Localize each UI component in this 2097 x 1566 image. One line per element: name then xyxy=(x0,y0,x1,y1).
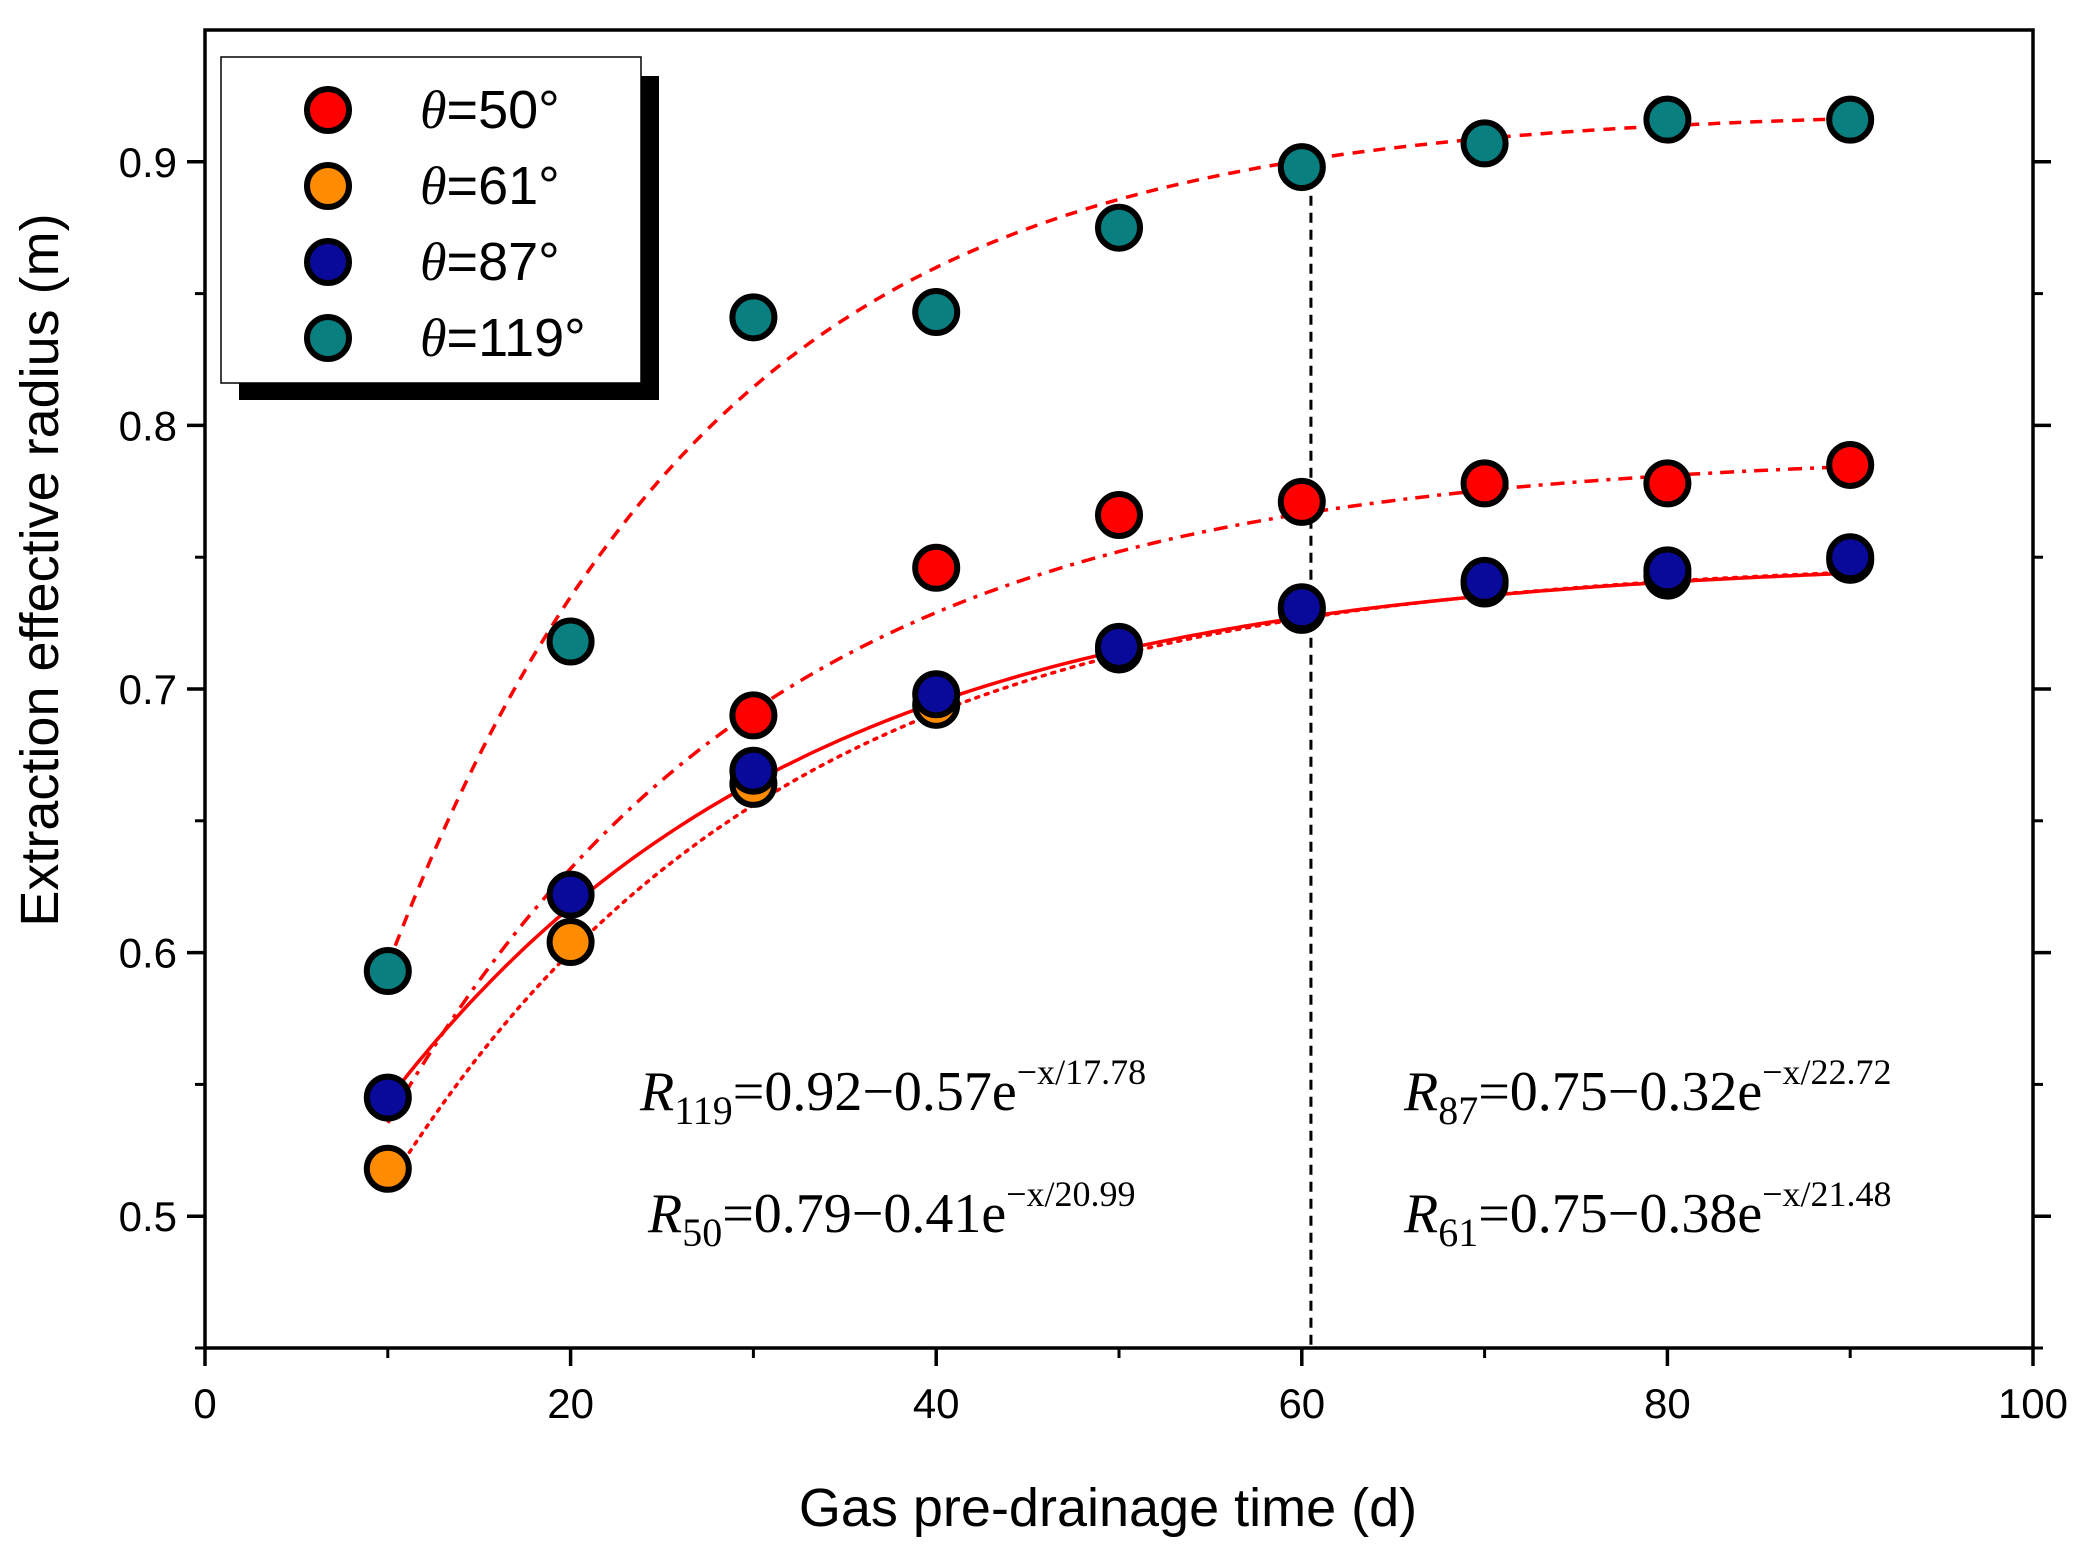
x-tick-label: 40 xyxy=(913,1380,960,1427)
data-point xyxy=(363,1073,412,1122)
data-point xyxy=(1643,459,1692,508)
legend-marker xyxy=(304,314,352,362)
data-point xyxy=(729,293,778,342)
y-tick-label: 0.7 xyxy=(119,666,177,713)
legend-box xyxy=(220,56,642,384)
data-points xyxy=(363,95,1875,1193)
x-axis-ticks: 0 20 40 60 80 100 xyxy=(193,1348,2068,1427)
y-tick-label: 0.6 xyxy=(119,930,177,977)
data-point xyxy=(1095,622,1143,671)
fit-equation: R87=0.75−0.32e−x/22.72 xyxy=(1403,1052,1892,1133)
legend-label: θ=61° xyxy=(420,156,560,216)
data-point xyxy=(1277,477,1326,526)
y-tick-label: 0.9 xyxy=(119,139,177,186)
x-tick-label: 20 xyxy=(547,1380,594,1427)
legend: θ=50° θ=61° θ=87° θ=119° xyxy=(220,56,659,400)
y-axis-label: Extraction effective radius (m) xyxy=(10,213,70,926)
y-tick-label: 0.5 xyxy=(119,1193,177,1240)
data-point xyxy=(1826,533,1875,582)
data-point xyxy=(546,918,595,967)
fit-curve xyxy=(386,116,1851,966)
x-tick-label: 100 xyxy=(1998,1380,2068,1427)
legend-items: θ=50° θ=61° θ=87° θ=119° xyxy=(304,80,586,368)
legend-marker xyxy=(304,238,352,286)
data-point xyxy=(1460,459,1509,508)
fit-equation: R119=0.92−0.57e−x/17.78 xyxy=(639,1052,1146,1133)
data-point xyxy=(1643,95,1692,144)
data-point xyxy=(912,670,961,719)
x-axis-label: Gas pre-drainage time (d) xyxy=(799,1478,1417,1538)
data-point xyxy=(1643,546,1692,595)
data-point xyxy=(1277,583,1326,632)
data-point xyxy=(1826,440,1875,489)
legend-marker xyxy=(304,86,352,134)
data-point xyxy=(729,691,778,740)
fit-equation: R50=0.79−0.41e−x/20.99 xyxy=(647,1174,1136,1255)
legend-label: θ=119° xyxy=(420,308,586,368)
data-point xyxy=(729,746,778,795)
legend-label: θ=50° xyxy=(420,80,560,140)
fit-equation: R61=0.75−0.38e−x/21.48 xyxy=(1403,1174,1892,1255)
y-tick-label: 0.8 xyxy=(119,402,177,449)
data-point xyxy=(1826,95,1875,144)
data-point xyxy=(1095,203,1143,252)
legend-marker xyxy=(304,162,352,210)
fit-curve xyxy=(386,464,1851,1124)
data-point xyxy=(546,617,595,666)
x-tick-label: 80 xyxy=(1644,1380,1691,1427)
x-tick-label: 60 xyxy=(1278,1380,1325,1427)
fit-equations: R119=0.92−0.57e−x/17.78 R50=0.79−0.41e−x/… xyxy=(639,1052,1892,1255)
data-point xyxy=(1277,143,1326,192)
data-point xyxy=(546,870,595,919)
y-axis-ticks: 0.5 0.6 0.7 0.8 0.9 xyxy=(119,139,2051,1350)
data-point xyxy=(912,543,961,592)
data-point xyxy=(1460,119,1509,168)
legend-label: θ=87° xyxy=(420,232,560,292)
x-tick-label: 0 xyxy=(193,1380,216,1427)
data-point xyxy=(912,288,961,337)
data-point xyxy=(1460,556,1509,605)
data-point xyxy=(1095,491,1143,540)
data-point xyxy=(363,947,412,996)
data-point xyxy=(363,1144,412,1193)
